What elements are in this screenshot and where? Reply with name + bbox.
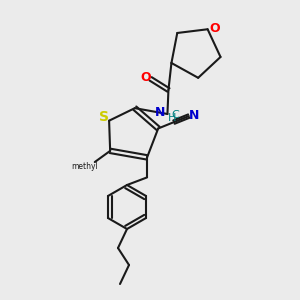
Text: N: N — [155, 106, 166, 119]
Text: H: H — [168, 113, 177, 123]
Text: O: O — [209, 22, 220, 35]
Text: C: C — [171, 110, 179, 120]
Text: S: S — [99, 110, 109, 124]
Text: methyl: methyl — [71, 161, 98, 170]
Text: O: O — [140, 71, 151, 84]
Text: N: N — [189, 109, 199, 122]
